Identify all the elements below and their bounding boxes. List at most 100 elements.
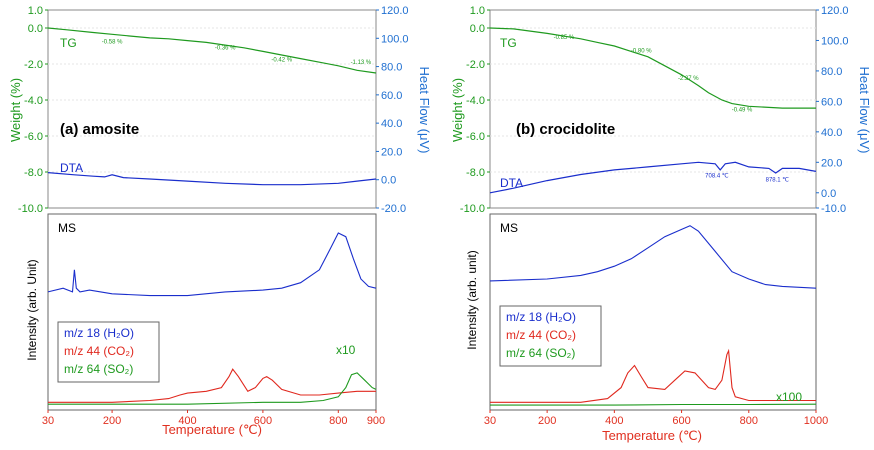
temperature-axis-label: Temperature (℃) (162, 422, 262, 437)
step-label: -0.58 % (102, 39, 123, 45)
temperature-tick-label: 800 (740, 415, 758, 427)
weight-axis-label: Weight (%) (450, 78, 465, 142)
legend: m/z 18 (H₂O) m/z 44 (CO₂) m/z 64 (SO₂) (57, 321, 160, 383)
peak-label: 708.4 ℃ (705, 174, 729, 180)
weight-tick-label: 1.0 (28, 5, 43, 17)
temperature-tick-label: 1000 (804, 415, 828, 427)
weight-tick-label: 0.0 (470, 23, 485, 35)
legend-box (499, 305, 602, 367)
heat-flow-tick-label: -10.0 (821, 203, 846, 215)
legend-entry-h2o: m/z 18 (H₂O) (506, 310, 576, 324)
weight-tick-label: -10.0 (460, 203, 485, 215)
legend-box (57, 321, 160, 383)
ms-label: MS (500, 221, 518, 235)
heat-flow-tick-label: 120.0 (821, 5, 849, 17)
ms-curve-blue (47, 232, 377, 297)
peak-label: 878.1 ℃ (766, 177, 790, 183)
weight-axis-ticks: 1.0 0.0 -2.0 -4.0 -6.0 -8.0 -10.0 (460, 5, 490, 215)
heat-flow-tick-label: 40.0 (821, 127, 842, 139)
weight-tick-label: 0.0 (28, 23, 43, 35)
weight-tick-label: -2.0 (466, 59, 485, 71)
ms-curve-red (48, 368, 376, 403)
panel-crocidolite: 1.0 0.0 -2.0 -4.0 -6.0 -8.0 -10.0 120.0 100.0 80… (450, 5, 872, 443)
temperature-tick-label: 200 (538, 415, 556, 427)
heat-flow-axis-label: Heat Flow (μV) (417, 67, 432, 154)
heat-flow-tick-label: 100.0 (821, 35, 849, 47)
heat-flow-axis-ticks: 120.0 100.0 80.0 60.0 40.0 20.0 0.0 -20.0 (376, 5, 409, 215)
temperature-tick-label: 30 (484, 415, 496, 427)
legend-entry-co2: m/z 44 (CO₂) (64, 344, 134, 358)
dta-label: DTA (500, 176, 523, 190)
heat-flow-tick-label: 20.0 (821, 157, 842, 169)
temperature-tick-label: 400 (605, 415, 623, 427)
step-label: -0.42 % (271, 57, 292, 63)
heat-flow-tick-label: 60.0 (821, 96, 842, 108)
temperature-tick-label: 800 (329, 415, 347, 427)
tg-label: TG (60, 36, 77, 50)
weight-tick-label: -10.0 (18, 203, 43, 215)
ms-curve-green (490, 403, 817, 406)
weight-tick-label: -6.0 (24, 131, 43, 143)
bottom-plot-frame (47, 213, 377, 411)
legend: m/z 18 (H₂O) m/z 44 (CO₂) m/z 64 (SO₂) (499, 305, 602, 367)
ms-series (489, 225, 817, 406)
bottom-plot-frame (489, 213, 817, 411)
weight-tick-label: -4.0 (466, 95, 485, 107)
top-series (47, 27, 377, 186)
heat-flow-tick-label: 60.0 (381, 90, 402, 102)
legend-entry-co2: m/z 44 (CO₂) (506, 328, 576, 342)
dta-curve (489, 161, 817, 194)
step-label: -2.27 % (678, 76, 699, 82)
heat-flow-tick-label: 0.0 (381, 175, 396, 187)
heat-flow-tick-label: 80.0 (821, 66, 842, 78)
tg-curve (47, 27, 377, 74)
step-label: -0.36 % (215, 46, 236, 52)
legend-entry-so2: m/z 64 (SO₂) (64, 362, 133, 376)
heat-flow-tick-label: 0.0 (821, 188, 836, 200)
dta-curve (47, 172, 377, 186)
weight-tick-label: 1.0 (470, 5, 485, 17)
top-gridlines (48, 27, 376, 173)
heat-flow-axis-ticks: 120.0 100.0 80.0 60.0 40.0 20.0 0.0 -10.0 (816, 5, 849, 215)
temperature-tick-label: 900 (367, 415, 385, 427)
legend-entry-so2: m/z 64 (SO₂) (506, 346, 575, 360)
step-labels: -0.58 % -0.36 % -0.42 % -1.13 % (102, 39, 372, 66)
tg-label: TG (500, 36, 517, 50)
step-label: -0.80 % (631, 48, 652, 54)
temperature-axis-ticks: 30 200 400 600 800 1000 (484, 410, 828, 427)
dta-label: DTA (60, 161, 83, 175)
ms-curve-blue (489, 225, 817, 289)
intensity-axis-label: Intensity (arb. unit) (465, 250, 479, 349)
heat-flow-tick-label: -20.0 (381, 203, 406, 215)
weight-tick-label: -8.0 (466, 167, 485, 179)
ms-label: MS (58, 221, 76, 235)
weight-axis-label: Weight (%) (8, 78, 23, 142)
ms-curve-green (48, 372, 377, 405)
step-labels: -0.85 % -0.80 % -2.27 % -0.49 % 708.4 ℃ 878.1… (554, 35, 790, 184)
weight-tick-label: -6.0 (466, 131, 485, 143)
multiplier-label: x10 (336, 343, 356, 357)
step-label: -1.13 % (351, 60, 372, 66)
weight-tick-label: -4.0 (24, 95, 43, 107)
legend-entry-h2o: m/z 18 (H₂O) (64, 326, 134, 340)
temperature-axis-label: Temperature (℃) (602, 428, 702, 443)
temperature-axis-ticks: 30 200 400 600 800 900 (42, 410, 385, 427)
top-plot-frame (47, 9, 377, 209)
multiplier-label: x100 (776, 390, 802, 404)
weight-axis-ticks: 1.0 0.0 -2.0 -4.0 -6.0 -8.0 -10.0 (18, 5, 48, 215)
temperature-tick-label: 400 (178, 415, 196, 427)
temperature-tick-label: 30 (42, 415, 54, 427)
weight-tick-label: -2.0 (24, 59, 43, 71)
heat-flow-tick-label: 120.0 (381, 5, 409, 17)
weight-tick-label: -8.0 (24, 167, 43, 179)
top-series (489, 27, 817, 194)
temperature-tick-label: 200 (103, 415, 121, 427)
heat-flow-tick-label: 100.0 (381, 33, 409, 45)
ms-curve-red (490, 348, 816, 403)
heat-flow-tick-label: 80.0 (381, 62, 402, 74)
panel-label: (b) crocidolite (516, 121, 615, 138)
panel-label: (a) amosite (60, 121, 139, 138)
step-label: -0.49 % (732, 108, 753, 114)
intensity-axis-label: Intensity (arb. Unit) (25, 259, 39, 360)
